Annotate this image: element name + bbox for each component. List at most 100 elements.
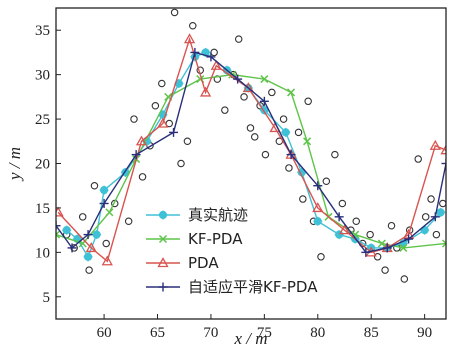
series-0-point-16 [313,216,323,226]
series-1-point-14 [441,239,446,248]
clutter-point-5 [102,239,110,248]
y-tick-label-0: 5 [43,290,51,306]
clutter-point-37 [317,253,325,261]
series-2-point-7 [210,59,222,70]
series-0-point-23 [436,207,446,217]
series-3-point-7 [206,52,216,62]
clutter-point-3 [85,266,93,274]
clutter-point-32 [285,164,293,172]
clutter-point-7 [124,217,133,226]
clutter-point-28 [261,150,270,159]
series-3-point-0 [56,221,61,231]
series-2-point-17 [440,144,446,155]
legend-marker-0 [158,210,168,220]
legend-marker-3 [158,282,168,292]
clutter-point-16 [183,137,192,146]
clutter-point-25 [246,124,255,132]
legend-marker-1 [158,234,168,244]
series-3-point-13 [361,247,371,257]
series-layer [56,33,446,266]
clutter-point-24 [240,93,248,101]
series-3-point-9 [259,96,269,106]
series-3-point-8 [233,74,243,84]
clutter-point-27 [256,101,264,110]
series-3-point-4 [131,150,141,160]
clutter-point-17 [189,22,197,30]
series-2-point-12 [338,224,351,235]
series-3-point-15 [404,234,414,244]
x-tick-label-6: 90 [417,325,432,341]
clutter-point-42 [352,217,360,226]
clutter-point-9 [138,173,147,181]
clutter-point-53 [427,195,435,203]
series-0-point-0 [62,225,72,235]
x-tick-label-4: 80 [310,325,325,341]
series-3-point-10 [286,150,296,160]
series-3-point-17 [441,159,446,168]
x-tick-label-2: 70 [203,325,218,341]
x-tick-label-3: 75 [257,325,272,341]
series-0-point-2 [83,252,93,262]
legend: 真实航迹 KF-PDA PDA 自适应平滑KF-PDA [146,206,318,296]
series-2-point-8 [242,82,254,93]
series-2-point-11 [312,202,324,213]
clutter-point-44 [366,230,374,239]
series-3-point-6 [190,47,200,57]
series-1-point-9 [303,137,312,146]
clutter-point-11 [151,101,160,110]
y-tick-label-5: 30 [35,68,50,84]
y-tick-label-2: 15 [35,201,50,217]
series-3-line [56,51,446,254]
clutter-point-54 [432,230,441,239]
series-3-point-1 [67,243,77,253]
series-0-point-3 [92,230,102,240]
clutter-point-15 [177,159,185,168]
legend-label-3: 自适应平滑KF-PDA [188,278,318,296]
series-1-point-0 [56,230,61,239]
x-tick-label-5: 85 [364,325,379,341]
legend-label-2: PDA [188,254,219,272]
clutter-point-39 [331,150,339,159]
clutter-point-52 [421,213,430,221]
series-1-point-12 [377,239,386,248]
clutter-point-34 [299,195,307,203]
series-1-point-2 [105,208,114,217]
clutter-point-4 [90,181,99,190]
series-3-point-16 [430,212,440,222]
series-1-point-13 [399,243,408,252]
clutter-layer [62,8,446,283]
series-2-point-5 [183,33,196,44]
clutter-point-49 [400,275,409,283]
series-3-point-12 [334,212,344,222]
series-0-point-4 [99,185,109,195]
clutter-point-35 [304,97,312,106]
clutter-point-29 [268,88,276,97]
clutter-point-23 [234,35,243,43]
series-0-point-17 [334,230,344,240]
clutter-point-47 [387,221,396,230]
clutter-point-26 [250,133,259,141]
series-2-point-3 [135,135,148,146]
series-1-point-8 [287,88,296,97]
series-2-point-0 [56,206,64,217]
x-tick-label-0: 60 [97,325,112,341]
series-3-point-11 [313,181,323,191]
legend-marker-2 [157,257,169,268]
y-tick-label-6: 35 [35,23,50,39]
clutter-point-8 [130,115,138,123]
series-2-point-16 [429,139,441,150]
y-axis-label: y / m [5,147,24,182]
series-3-point-3 [99,198,109,208]
clutter-point-40 [338,199,347,208]
y-tick-label-1: 10 [35,245,50,261]
series-2-line [57,36,446,263]
series-0-line [66,51,442,259]
series-2-point-4 [157,117,169,128]
series-2-point-2 [101,255,113,266]
x-tick-label-1: 65 [150,325,165,341]
clutter-point-2 [78,213,87,221]
legend-label-1: KF-PDA [188,230,243,248]
clutter-point-46 [381,266,389,274]
series-3-point-5 [169,127,179,137]
